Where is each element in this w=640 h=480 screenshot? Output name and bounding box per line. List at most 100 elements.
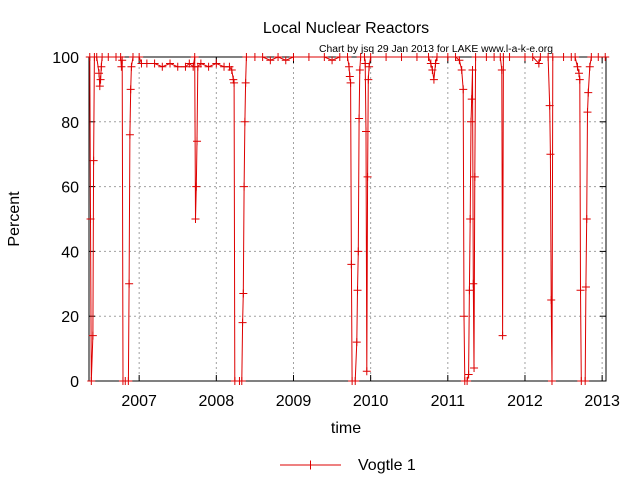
data-point-0-1 bbox=[86, 215, 95, 223]
data-point-0-146 bbox=[587, 53, 596, 61]
data-point-0-61 bbox=[281, 56, 290, 65]
data-point-0-32 bbox=[181, 62, 190, 71]
data-point-0-66 bbox=[335, 53, 344, 61]
data-point-0-74 bbox=[352, 338, 361, 347]
data-point-0-33 bbox=[185, 59, 194, 68]
data-point-0-78 bbox=[355, 65, 364, 74]
data-point-0-62 bbox=[289, 53, 298, 61]
data-point-0-57 bbox=[250, 53, 259, 61]
data-point-0-138 bbox=[576, 286, 585, 295]
data-point-0-143 bbox=[583, 108, 592, 117]
data-point-0-107 bbox=[466, 215, 475, 223]
data-point-0-86 bbox=[365, 62, 374, 71]
data-point-0-50 bbox=[237, 377, 246, 385]
data-point-0-145 bbox=[585, 62, 594, 71]
data-point-0-45 bbox=[227, 65, 236, 74]
x-tick-label-2013: 2013 bbox=[584, 393, 620, 410]
data-point-0-21 bbox=[125, 130, 134, 139]
x-tick-label-2007: 2007 bbox=[121, 393, 157, 410]
data-point-0-7 bbox=[95, 69, 104, 78]
data-point-0-31 bbox=[173, 62, 182, 71]
data-point-0-89 bbox=[397, 53, 406, 61]
data-point-0-40 bbox=[196, 59, 205, 68]
data-point-0-118 bbox=[497, 65, 506, 74]
data-point-0-123 bbox=[528, 53, 537, 61]
data-point-0-87 bbox=[366, 53, 375, 61]
data-point-0-104 bbox=[463, 377, 472, 385]
y-tick-label-100: 100 bbox=[52, 50, 79, 67]
data-point-0-65 bbox=[328, 56, 337, 65]
series-line-0 bbox=[89, 56, 606, 382]
x-tick-label-2012: 2012 bbox=[507, 393, 543, 410]
data-point-0-84 bbox=[363, 172, 372, 181]
data-point-0-3 bbox=[88, 331, 97, 340]
data-point-0-71 bbox=[347, 260, 356, 269]
data-point-0-122 bbox=[520, 53, 529, 61]
x-tick-label-2008: 2008 bbox=[199, 393, 235, 410]
plot-frame bbox=[88, 56, 607, 382]
data-point-0-25 bbox=[135, 53, 144, 61]
data-point-0-114 bbox=[471, 53, 480, 61]
data-point-0-111 bbox=[469, 279, 478, 288]
data-point-0-69 bbox=[345, 72, 354, 81]
data-point-0-23 bbox=[127, 62, 136, 71]
data-point-0-132 bbox=[559, 53, 568, 61]
data-point-0-14 bbox=[116, 53, 125, 61]
axis-ticks: 0 20 40 60 80 100 2007 2008 2009 2010 2011 2012 2013 bbox=[52, 50, 620, 410]
data-point-0-2 bbox=[87, 377, 96, 385]
data-point-0-98 bbox=[451, 53, 460, 61]
data-point-0-129 bbox=[547, 296, 556, 304]
data-point-0-58 bbox=[258, 53, 267, 61]
data-point-0-38 bbox=[193, 137, 202, 146]
data-point-0-108 bbox=[466, 117, 475, 126]
data-point-0-29 bbox=[158, 62, 167, 71]
y-tick-label-20: 20 bbox=[61, 309, 79, 326]
data-point-0-127 bbox=[545, 101, 554, 110]
data-point-0-110 bbox=[468, 65, 477, 74]
data-point-0-12 bbox=[104, 53, 113, 61]
data-point-0-35 bbox=[190, 53, 199, 61]
x-tick-label-2009: 2009 bbox=[276, 393, 312, 410]
x-tick-label-2010: 2010 bbox=[353, 393, 389, 410]
data-point-0-85 bbox=[364, 75, 373, 84]
data-point-0-54 bbox=[240, 117, 249, 126]
y-axis-label: Percent bbox=[6, 191, 23, 247]
data-point-0-10 bbox=[97, 62, 106, 71]
data-point-0-16 bbox=[118, 56, 127, 65]
data-point-0-42 bbox=[212, 59, 221, 68]
data-point-0-73 bbox=[351, 377, 360, 385]
data-point-0-83 bbox=[362, 367, 371, 376]
data-point-0-60 bbox=[274, 53, 283, 61]
grid-lines bbox=[89, 57, 606, 381]
x-axis-label: time bbox=[331, 420, 361, 437]
data-point-0-90 bbox=[412, 53, 421, 61]
data-point-0-136 bbox=[574, 69, 583, 78]
data-point-0-97 bbox=[443, 53, 452, 61]
data-point-0-27 bbox=[142, 59, 151, 68]
data-point-0-137 bbox=[575, 75, 584, 84]
data-point-0-130 bbox=[547, 377, 556, 385]
chart-credit: Chart by jsq 29 Jan 2013 for LAKE www.l-… bbox=[319, 44, 553, 55]
data-point-0-59 bbox=[266, 56, 275, 65]
data-point-0-113 bbox=[470, 172, 479, 181]
legend: Vogtle 1 bbox=[280, 457, 416, 474]
data-point-0-36 bbox=[191, 215, 200, 223]
data-point-0-134 bbox=[571, 53, 580, 61]
data-point-0-82 bbox=[362, 127, 371, 136]
y-tick-label-40: 40 bbox=[61, 244, 79, 261]
chart-title: Local Nuclear Reactors bbox=[263, 20, 429, 37]
data-point-0-63 bbox=[304, 53, 313, 61]
data-point-0-100 bbox=[457, 65, 466, 74]
data-point-0-46 bbox=[229, 75, 238, 84]
data-point-0-142 bbox=[582, 215, 591, 223]
data-point-0-28 bbox=[150, 59, 159, 68]
data-point-0-56 bbox=[242, 53, 251, 61]
y-tick-label-0: 0 bbox=[70, 374, 79, 391]
data-point-0-47 bbox=[230, 78, 239, 87]
data-point-0-52 bbox=[239, 289, 248, 298]
data-point-0-51 bbox=[238, 318, 247, 327]
data-point-0-88 bbox=[382, 53, 391, 61]
data-point-0-115 bbox=[482, 53, 491, 61]
y-tick-label-80: 80 bbox=[61, 115, 79, 132]
